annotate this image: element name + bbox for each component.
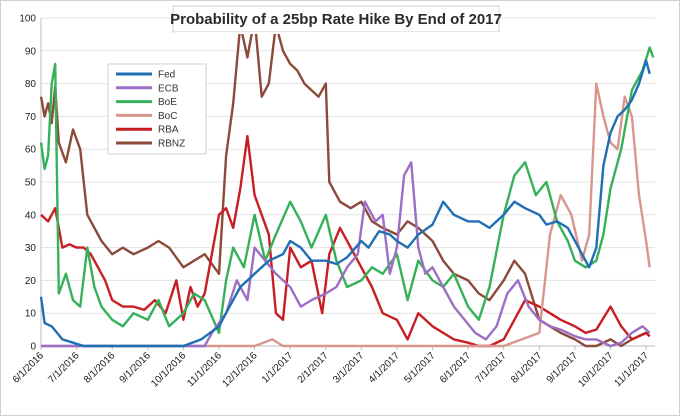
x-tick-label: 8/1/2016 [82,350,118,386]
legend-label-rba: RBA [158,125,179,136]
y-tick-label: 0 [30,342,36,353]
series-line-boe [39,46,655,335]
x-tick-label: 7/1/2017 [474,350,510,386]
y-tick-label: 40 [25,210,37,221]
x-tick-label: 6/1/2017 [438,350,474,386]
x-tick-label: 10/1/2017 [576,350,616,390]
x-tick-label: 12/1/2016 [220,350,260,390]
y-tick-label: 80 [25,79,37,90]
y-tick-label: 50 [25,178,37,189]
title-box: Probability of a 25bp Rate Hike By End o… [170,5,502,34]
x-tick-label: 2/1/2017 [296,350,332,386]
legend-box [107,63,207,155]
x-tick-label: 9/1/2016 [118,350,154,386]
x-tick-label: 6/1/2016 [11,350,47,386]
x-tick-label: 8/1/2017 [509,350,545,386]
chart-title: Probability of a 25bp Rate Hike By End o… [170,11,502,28]
legend: Fed ECB BoE BoC RBA RBNZ [107,63,207,155]
series-line-ecb [41,161,651,348]
x-tick-label: 11/1/2016 [185,350,224,389]
legend-label-rbnz: RBNZ [158,139,185,150]
y-tick-label: 90 [25,46,37,57]
y-tick-labels: 0 10 20 30 40 50 60 70 80 90 100 [19,14,36,353]
y-tick-label: 30 [25,243,37,254]
legend-label-boe: BoE [158,97,177,108]
x-tick-label: 5/1/2017 [402,350,438,386]
series-lines [39,16,655,348]
series-line-rbnz [39,16,651,348]
y-tick-label: 20 [25,276,37,287]
y-tick-label: 100 [19,14,36,25]
x-tick-label: 3/1/2017 [331,350,367,386]
x-tick-labels: 6/1/2016 7/1/2016 8/1/2016 9/1/201610/1/201… [11,346,652,390]
x-tick-label: 9/1/2017 [545,350,581,386]
gridlines [41,17,655,314]
y-tick-label: 10 [25,309,37,320]
legend-items: Fed ECB BoE BoC RBA RBNZ [116,70,185,150]
series-line-rba [40,134,651,348]
y-tick-label: 70 [25,112,37,123]
series-line-boc [41,82,651,348]
legend-label-boc: BoC [158,111,177,122]
x-tick-label: 4/1/2017 [367,350,403,386]
x-tick-label: 1/1/2017 [260,350,296,386]
x-tick-label: 10/1/2016 [149,350,189,390]
x-tick-label: 7/1/2016 [46,350,82,386]
y-tick-label: 60 [25,145,37,156]
series-line-fed [39,59,651,348]
legend-label-fed: Fed [158,70,175,81]
title-shadow [175,32,501,34]
x-tick-label: 11/1/2017 [613,350,652,389]
legend-label-ecb: ECB [158,83,179,94]
